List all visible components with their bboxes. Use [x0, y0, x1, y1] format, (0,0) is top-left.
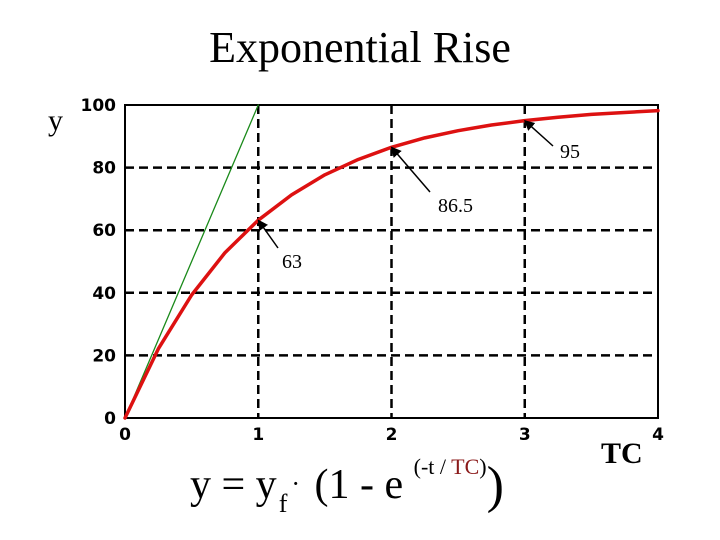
y-tick-label: 60: [92, 221, 116, 241]
y-tick-label: 80: [92, 159, 116, 179]
plot-frame: [124, 104, 659, 419]
formula-sub-f: f: [278, 489, 288, 518]
annotation-label: 86.5: [438, 195, 473, 217]
y-tick-label: 40: [92, 284, 116, 304]
x-tick-label: 1: [252, 425, 264, 445]
annotation-label: 63: [282, 251, 302, 273]
formula-close-paren: ): [486, 457, 504, 514]
initial-tangent-line: [124, 104, 259, 419]
formula-body: (1 - e: [304, 462, 414, 508]
y-tick-label: 100: [81, 96, 117, 116]
annotation-arrow: [257, 219, 279, 249]
x-tick-label: 4: [652, 425, 664, 445]
formula-y: y: [190, 462, 211, 508]
formula-equals: = y: [211, 462, 277, 508]
formula-exp-close: ): [479, 454, 487, 479]
y-tick-label: 0: [104, 409, 116, 429]
formula-dot: ·: [291, 469, 301, 498]
annotation-arrow: [390, 146, 431, 193]
annotations: 63 86.5 95: [257, 119, 580, 273]
x-tick-label: 3: [519, 425, 531, 445]
y-tick-label: 20: [92, 346, 116, 366]
grid-lines: [125, 105, 658, 418]
annotation-label: 95: [560, 141, 580, 163]
x-tick-label: 2: [386, 425, 398, 445]
chart-title: Exponential Rise: [209, 23, 511, 72]
formula-exp-tc: TC: [451, 454, 480, 479]
x-tick-label: 0: [119, 425, 131, 445]
formula-exp-open: (-t /: [413, 454, 452, 479]
x-axis-label: TC: [601, 437, 643, 470]
annotation-arrow: [523, 119, 554, 147]
y-axis-label: y: [48, 104, 63, 137]
formula-exponent: (-t / TC): [414, 454, 487, 479]
formula: y = yf· (1 - e (-t / TC)): [190, 452, 504, 518]
